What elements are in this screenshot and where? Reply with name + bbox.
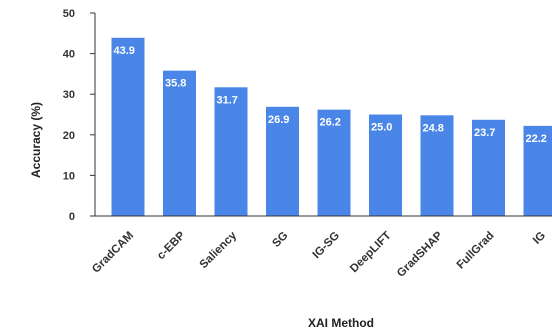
bar (214, 87, 248, 216)
bar (369, 114, 402, 216)
data-label: 26.9 (268, 114, 289, 126)
data-label: 24.8 (423, 122, 444, 134)
x-tick-label: DeepLIFT (348, 230, 394, 276)
bar (472, 119, 505, 216)
data-label: 22.2 (526, 133, 547, 145)
y-tick-label: 0 (69, 211, 75, 223)
data-label: 43.9 (114, 45, 135, 57)
x-tick-label: c-EBP (155, 229, 188, 262)
x-tick-label: SG (270, 230, 290, 250)
bar (111, 37, 145, 217)
x-tick-label: IG-SG (311, 230, 343, 262)
bar (317, 109, 351, 216)
y-tick-label: 30 (63, 89, 75, 101)
data-label: 35.8 (165, 78, 186, 90)
bar (420, 115, 454, 216)
y-tick-label: 50 (63, 8, 75, 20)
x-tick-label: GradSHAP (395, 229, 445, 279)
y-tick-label: 40 (63, 49, 75, 61)
bars-layer: 43.9 35.8 31.7 26.9 26.2 25.0 24.8 23.7 22.2 (111, 37, 552, 217)
data-label: 26.2 (320, 117, 341, 129)
x-axis-title: XAI Method (308, 316, 374, 330)
y-tick-label: 10 (63, 170, 75, 182)
bar (266, 106, 299, 216)
y-tick-label: 20 (63, 130, 75, 142)
data-label: 25.0 (371, 122, 392, 134)
data-label: 23.7 (474, 127, 495, 139)
y-axis-title: Accuracy (%) (29, 102, 43, 178)
data-label: 31.7 (217, 94, 238, 106)
x-tick-label: Saliency (198, 229, 240, 271)
bar (163, 70, 196, 216)
x-tick-label: FullGrad (455, 230, 497, 272)
x-tick-label: GradCAM (90, 230, 136, 276)
bar (523, 125, 552, 216)
x-tick-label: IG (531, 230, 548, 247)
